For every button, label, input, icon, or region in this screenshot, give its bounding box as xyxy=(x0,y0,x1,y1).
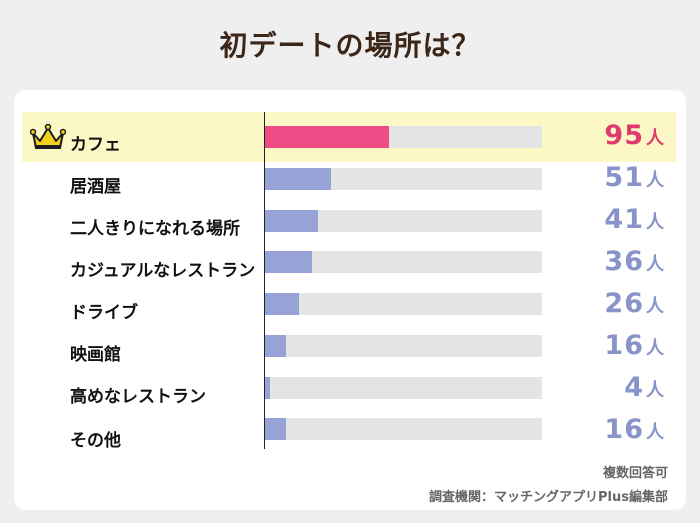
value-number: 26 xyxy=(604,288,644,319)
bar-7 xyxy=(265,418,286,440)
bar-0 xyxy=(265,126,389,148)
category-label: その他 xyxy=(70,431,121,451)
y-axis-line xyxy=(264,112,265,449)
value-label: 51 人 xyxy=(604,162,664,193)
value-number: 36 xyxy=(604,246,644,277)
bar-track xyxy=(265,335,542,357)
value-label: 36 人 xyxy=(604,246,664,277)
value-label: 41 人 xyxy=(604,204,664,235)
value-unit: 人 xyxy=(646,254,664,275)
category-label: カジュアルなレストラン xyxy=(70,261,256,281)
category-label: 映画館 xyxy=(70,345,121,365)
value-label: 95 人 xyxy=(604,120,664,151)
value-number: 41 xyxy=(604,204,644,235)
bar-4 xyxy=(265,293,299,315)
value-unit: 人 xyxy=(646,170,664,191)
bar-3 xyxy=(265,251,312,273)
bar-track xyxy=(265,210,542,232)
category-label: 二人きりになれる場所 xyxy=(70,219,240,239)
bar-track xyxy=(265,168,542,190)
multiple-answers-note: 複数回答可 xyxy=(602,466,668,481)
value-label: 16 人 xyxy=(604,414,664,445)
bar-5 xyxy=(265,335,286,357)
category-label: ドライブ xyxy=(70,303,138,323)
category-label: カフェ xyxy=(70,135,121,155)
value-unit: 人 xyxy=(646,296,664,317)
bar-1 xyxy=(265,168,331,190)
value-number: 16 xyxy=(604,330,644,361)
value-label: 26 人 xyxy=(604,288,664,319)
value-number: 95 xyxy=(604,120,644,151)
value-number: 4 xyxy=(624,372,644,403)
category-label: 高めなレストラン xyxy=(70,387,206,407)
source-note: 調査機関：マッチングアプリPlus編集部 xyxy=(429,490,668,505)
value-unit: 人 xyxy=(646,422,664,443)
value-unit: 人 xyxy=(646,212,664,233)
value-label: 16 人 xyxy=(604,330,664,361)
bar-6 xyxy=(265,377,270,399)
value-unit: 人 xyxy=(646,380,664,401)
chart-title: 初デートの場所は？ xyxy=(219,29,481,62)
crown-icon xyxy=(30,124,66,149)
bar-track xyxy=(265,377,542,399)
value-unit: 人 xyxy=(646,338,664,359)
value-number: 16 xyxy=(604,414,644,445)
value-unit: 人 xyxy=(646,128,664,149)
category-label: 居酒屋 xyxy=(70,177,121,197)
bar-track xyxy=(265,251,542,273)
value-number: 51 xyxy=(604,162,644,193)
bar-track xyxy=(265,418,542,440)
bar-track xyxy=(265,293,542,315)
bar-2 xyxy=(265,210,318,232)
